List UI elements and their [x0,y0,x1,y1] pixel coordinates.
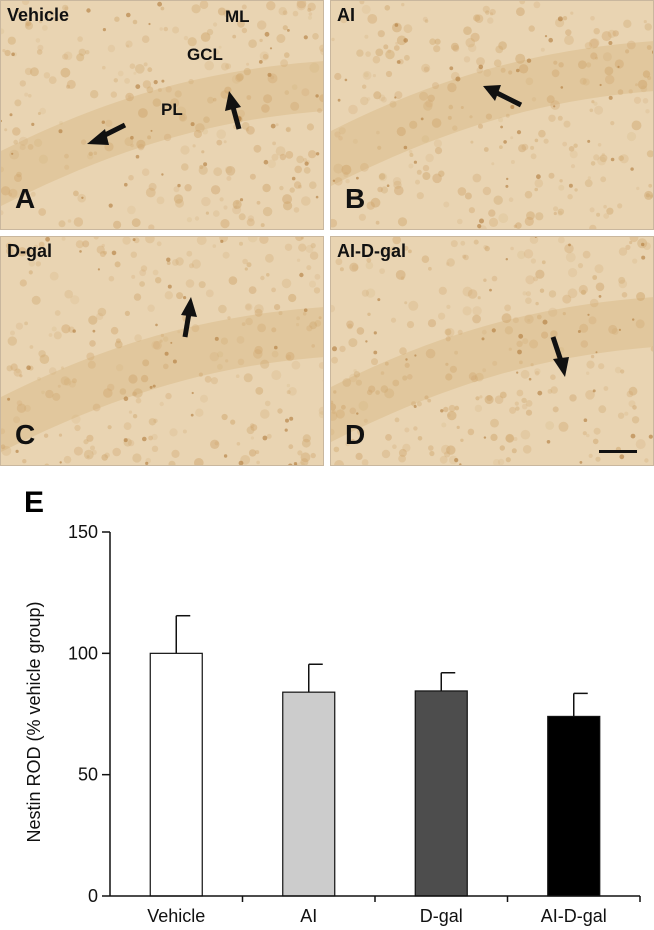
panel-letter: A [15,183,36,214]
arrow-overlay [483,85,523,108]
layer-label-ml: ML [225,7,250,26]
x-tick-label: AI-D-gal [541,906,607,926]
panel-title: Vehicle [7,5,70,25]
y-tick-label: 100 [68,643,98,663]
x-tick-label: AI [300,906,317,926]
panel-letter: B [345,183,366,214]
panel-title: AI [337,5,355,25]
arrow-overlay [550,336,569,377]
panel-letter-e: E [24,486,45,519]
micrograph-image [1,1,323,229]
y-tick-label: 50 [78,765,98,785]
arrow-icon [87,122,127,145]
y-tick-label: 0 [88,886,98,906]
arrow-icon [181,297,197,338]
x-axis: Vehicle AI D-gal AI-D-gal [110,895,641,926]
micrograph-panel-d: AI-D-gal D [330,236,654,466]
panel-letter: C [15,419,36,450]
micrograph-panel-c: D-gal C [0,236,324,466]
bar [149,652,203,897]
x-tick-label: Vehicle [147,906,205,926]
micrograph-image [1,237,323,465]
micrograph-panel-b: AI B [330,0,654,230]
arrow-icon [483,85,523,108]
arrow-overlay [181,297,197,338]
layer-label-gcl: GCL [187,45,223,64]
arrow-icon [550,336,569,377]
y-axis: 0 50 100 150 [68,522,111,906]
micrograph-panel-a: Vehicle ML GCL PL A [0,0,324,230]
y-axis-title-group: Nestin ROD (% vehicle group) [24,601,44,842]
bar-chart: Nestin ROD (% vehicle group) 0 50 100 150 V… [24,522,641,926]
x-tick-label: D-gal [420,906,463,926]
panel-title: D-gal [7,241,52,261]
y-axis-title: Nestin ROD (% vehicle group) [24,601,44,842]
panel-letter: D [345,419,366,450]
arrow-overlay [87,91,242,145]
micrograph-image [331,237,653,465]
bars [149,614,601,897]
layer-label-pl: PL [161,100,183,119]
bar [414,690,468,897]
micrograph-image [331,1,653,229]
scale-bar [599,450,637,453]
bar [282,691,336,897]
bar [547,715,601,897]
panel-title: AI-D-gal [337,241,406,261]
arrow-icon [225,91,242,130]
y-tick-label: 150 [68,522,98,542]
